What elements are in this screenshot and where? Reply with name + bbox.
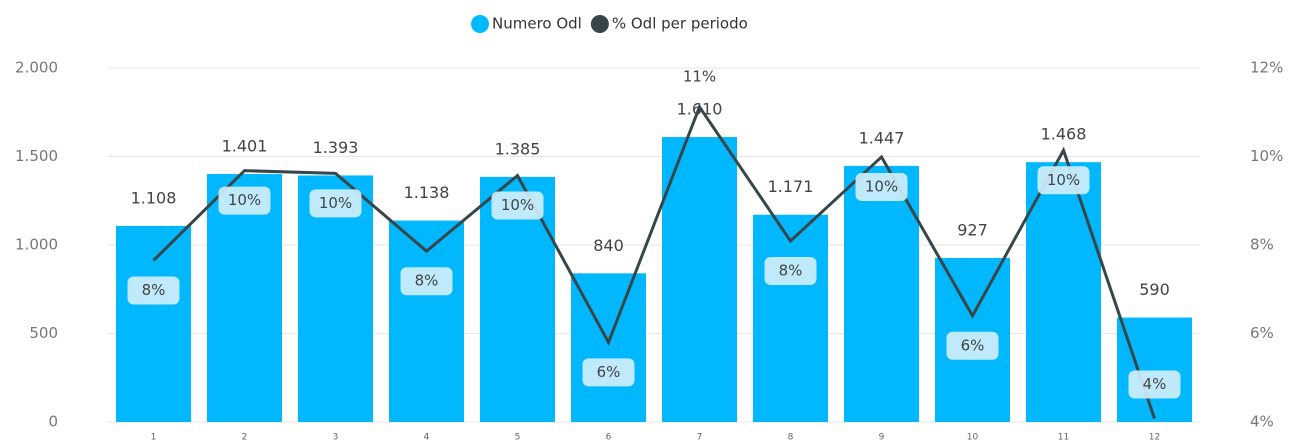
x-tick-label: 11 (1058, 433, 1069, 443)
line-label-bg (491, 191, 544, 220)
bar-value-label: 1.468 (1041, 125, 1087, 144)
x-tick-label: 1 (151, 433, 157, 443)
line-value-label: 8% (142, 281, 166, 299)
bar (662, 137, 737, 422)
bar-value-label: 1.171 (768, 177, 814, 196)
y-tick-label: 1.500 (15, 147, 58, 165)
line-value-label: 4% (1143, 375, 1167, 393)
bar (1117, 317, 1192, 422)
line-value-label: 10% (501, 196, 534, 214)
bar (116, 225, 191, 422)
line-value-label: 10% (228, 191, 261, 209)
line-value-label: 6% (961, 336, 985, 354)
line-label-bg (218, 186, 271, 215)
bar-value-label: 1.401 (222, 137, 268, 156)
y-tick-label: 500 (29, 324, 58, 342)
line-label-bg (855, 172, 908, 201)
line-label-bg (582, 358, 635, 387)
line-label-bg (309, 189, 362, 218)
line-value-label: 11% (683, 67, 716, 85)
line-value-label: 8% (415, 272, 439, 290)
line-value-label: 10% (1047, 171, 1080, 189)
x-tick-label: 9 (879, 433, 885, 443)
bar-value-label: 927 (957, 220, 988, 239)
line-label-bg (946, 331, 999, 360)
line (152, 103, 1156, 419)
x-tick-label: 10 (967, 433, 979, 443)
line-label-bg (764, 257, 817, 286)
y-tick-label: 0 (48, 413, 58, 431)
x-tick-label: 5 (515, 433, 521, 443)
bar-value-label: 1.447 (859, 128, 905, 147)
legend-marker (590, 15, 609, 33)
y2-tick-label: 12% (1250, 59, 1283, 77)
y2-tick-label: 6% (1250, 324, 1274, 342)
x-tick-label: 2 (242, 433, 248, 443)
legend-label: Numero Odl (492, 15, 582, 33)
y-tick-label: 2.000 (15, 59, 58, 77)
line-value-label: 8% (779, 262, 803, 280)
bar (389, 220, 464, 422)
y-tick-label: 1.000 (15, 236, 58, 254)
legend-marker (471, 15, 489, 33)
x-tick-label: 6 (606, 433, 612, 443)
x-tick-label: 3 (333, 433, 339, 443)
line-label-bg (1037, 166, 1090, 195)
y2-tick-label: 10% (1250, 147, 1283, 165)
x-tick-label: 12 (1149, 433, 1160, 443)
y2-tick-label: 4% (1250, 413, 1274, 431)
bar (844, 165, 919, 423)
line-value-label: 6% (597, 363, 621, 381)
bar-value-label: 1.385 (495, 139, 541, 158)
line-label-bg (127, 276, 180, 305)
line-label-bg (1128, 370, 1181, 399)
x-tick-label: 4 (424, 433, 430, 443)
bar-value-label: 1.108 (131, 188, 177, 207)
bar (1026, 162, 1101, 422)
line-label-bg (400, 267, 453, 296)
bar-value-label: 1.393 (313, 138, 359, 157)
bar (753, 214, 828, 422)
x-tick-label: 8 (788, 433, 794, 443)
legend-label: % Odl per periodo (612, 15, 748, 33)
line-value-label: 10% (319, 194, 352, 212)
bar-value-label: 840 (593, 236, 624, 255)
line-value-label: 10% (865, 177, 898, 195)
y2-tick-label: 8% (1250, 236, 1274, 254)
bar (207, 174, 282, 422)
x-tick-label: 7 (697, 433, 703, 443)
bar-value-label: 590 (1139, 280, 1170, 299)
bar-value-label: 1.138 (404, 183, 450, 202)
